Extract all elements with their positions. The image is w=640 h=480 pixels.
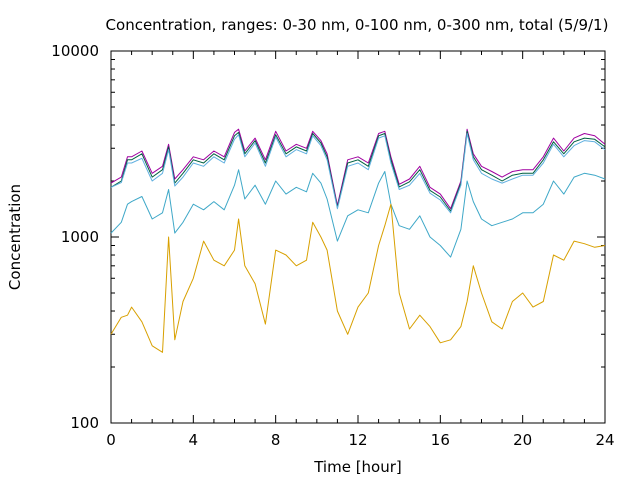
- series-line-2: [110, 130, 606, 212]
- series-layer: [110, 128, 606, 353]
- x-axis-label: Time [hour]: [313, 458, 402, 476]
- y-axis-label: Concentration: [6, 184, 24, 290]
- series-line-5: [110, 203, 606, 353]
- x-tick-label: 4: [189, 431, 199, 449]
- x-tick-label: 16: [431, 431, 450, 449]
- x-tick-label: 0: [106, 431, 116, 449]
- x-tick-label: 12: [348, 431, 367, 449]
- chart-title: Concentration, ranges: 0-30 nm, 0-100 nm…: [106, 16, 609, 34]
- series-line-4: [110, 169, 606, 258]
- y-tick-label: 100: [70, 414, 99, 432]
- plot-frame: [110, 50, 606, 424]
- series-line-1: [110, 128, 606, 210]
- y-axis-ticks: 100 1000 10000: [51, 42, 605, 432]
- x-axis-ticks: 0 4 8 12 16 20 24: [106, 51, 615, 449]
- x-tick-label: 8: [271, 431, 281, 449]
- y-tick-label: 1000: [61, 228, 99, 246]
- y-tick-label: 10000: [51, 42, 99, 60]
- x-tick-label: 24: [595, 431, 614, 449]
- series-line-3: [110, 133, 606, 214]
- x-tick-label: 20: [513, 431, 532, 449]
